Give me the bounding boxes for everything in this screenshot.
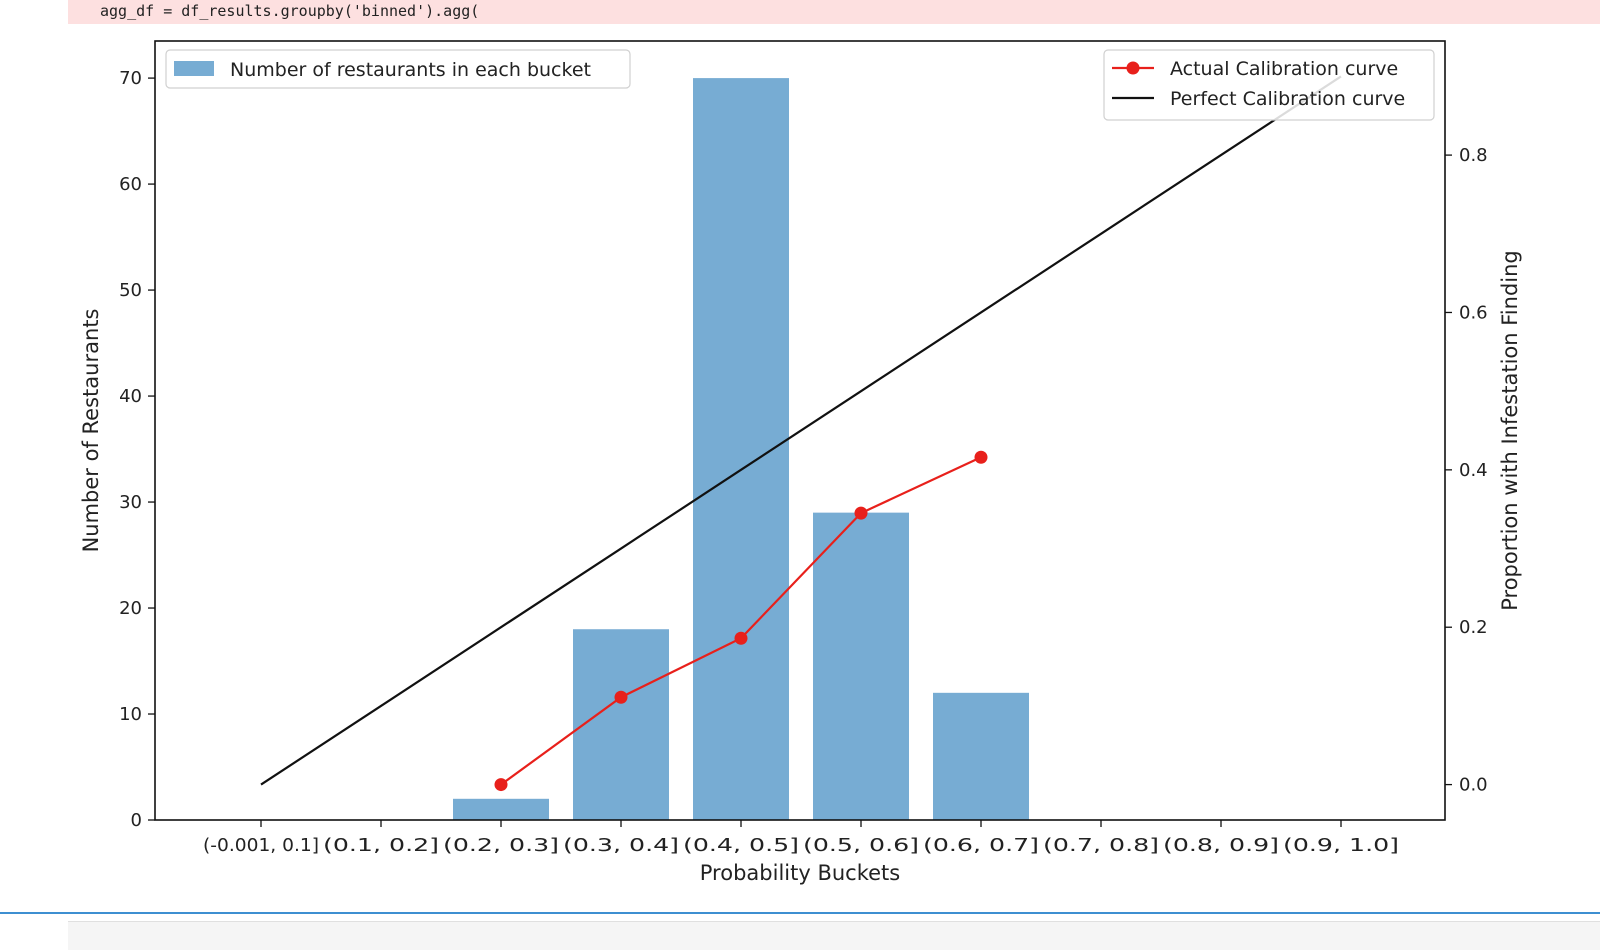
actual-point-4 (734, 631, 748, 645)
xtick-label-1: (0.1, 0.2] (323, 835, 439, 856)
plot-frame (154, 40, 1446, 821)
xtick-label-0: (-0.001, 0.1] (203, 835, 319, 856)
xtick-label-4: (0.4, 0.5] (683, 835, 799, 856)
xtick-label-8: (0.8, 0.9] (1163, 835, 1279, 856)
actual-point-3 (614, 690, 628, 704)
legend-bar-label: Number of restaurants in each bucket (230, 59, 591, 81)
y2tick-label-3: 0.6 (1459, 302, 1488, 323)
legend-perfect-label: Perfect Calibration curve (1170, 88, 1405, 110)
ytick-label-70: 70 (119, 68, 142, 89)
bar-2 (453, 798, 549, 820)
x-axis-label: Probability Buckets (700, 861, 900, 885)
legend-actual-label: Actual Calibration curve (1170, 58, 1398, 80)
ytick-label-30: 30 (119, 492, 142, 513)
bar-5 (813, 512, 909, 820)
y2tick-label-0: 0.0 (1459, 775, 1488, 796)
y2tick-label-4: 0.8 (1459, 145, 1488, 166)
ytick-label-40: 40 (119, 386, 142, 407)
actual-point-6 (974, 450, 988, 464)
y2tick-label-2: 0.4 (1459, 460, 1488, 481)
legend-actual-swatch-marker (1126, 61, 1140, 75)
perfect-calibration-line (260, 75, 1342, 786)
xtick-label-5: (0.5, 0.6] (803, 835, 919, 856)
bar-6 (933, 692, 1029, 820)
bar-3 (573, 629, 669, 820)
xtick-label-6: (0.6, 0.7] (923, 835, 1039, 856)
legend-right-box (1103, 49, 1435, 121)
actual-point-5 (854, 506, 868, 520)
ytick-label-10: 10 (119, 704, 142, 725)
ytick-label-0: 0 (131, 810, 142, 831)
next-code-cell[interactable] (68, 921, 1600, 950)
actual-point-2 (494, 778, 508, 792)
xtick-label-2: (0.2, 0.3] (443, 835, 559, 856)
xtick-label-9: (0.9, 1.0] (1283, 835, 1399, 856)
ytick-label-20: 20 (119, 598, 142, 619)
legend-bar-swatch (174, 61, 214, 76)
y2tick-label-1: 0.2 (1459, 617, 1488, 638)
calibration-chart: 0 10 20 30 40 50 60 70 0.0 0.2 0.4 0.6 0.8 (-0.001, 0… (79, 40, 1522, 885)
code-text: agg_df = df_results.groupby('binned').ag… (100, 2, 480, 20)
ytick-label-60: 60 (119, 174, 142, 195)
code-cell-line[interactable]: agg_df = df_results.groupby('binned').ag… (68, 0, 1600, 24)
y-axis-label: Number of Restaurants (79, 309, 103, 553)
xtick-label-7: (0.7, 0.8] (1043, 835, 1159, 856)
cell-separator (0, 912, 1600, 914)
xtick-label-3: (0.3, 0.4] (563, 835, 679, 856)
y2-axis-label: Proportion with Infestation Finding (1498, 250, 1522, 611)
legend-left-box (165, 49, 631, 89)
ytick-label-50: 50 (119, 280, 142, 301)
